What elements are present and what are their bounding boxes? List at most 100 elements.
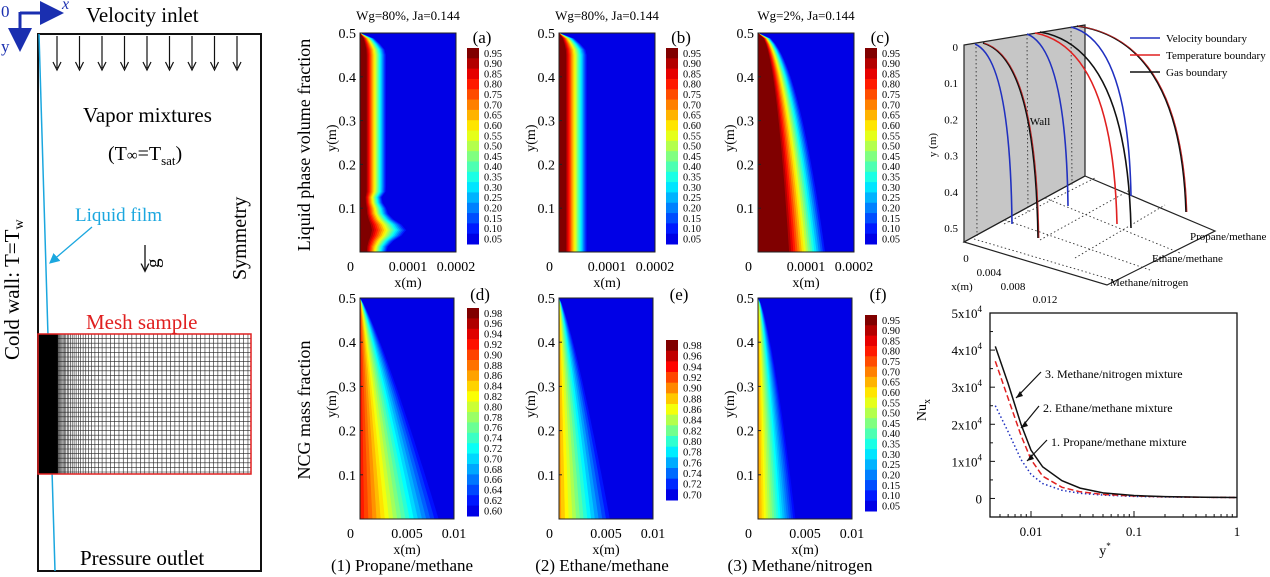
plot-frame [757,297,853,520]
y-tick-label: 0.1 [538,469,556,484]
contour-band [360,298,427,519]
y-tick-label: 0.5 [339,27,357,42]
boundary-curve [1070,26,1132,197]
colorbar-label: 0.15 [882,214,900,225]
colorbar-label: 0.85 [683,69,701,80]
contour-band [559,33,575,252]
colorbar-swatch [467,99,479,111]
plot-frame [558,32,656,253]
colorbar-label: 0.40 [484,162,502,173]
colorbar-swatch [865,89,877,101]
annotation-arrow [1026,439,1048,462]
colorbar-swatch [666,161,678,173]
contour-band [758,33,798,252]
colorbar-label: 0.68 [484,465,502,476]
y-tick-label: 0.5 [538,292,556,307]
annotation-label: 3. Methane/nitrogen mixture [1045,367,1183,381]
inlet-arrowhead [142,61,152,72]
colorbar-label: 0.45 [683,152,701,163]
y-tick-label: 0.5 [737,27,755,42]
colorbar-swatch [666,130,678,142]
y-tick-label: 0.2 [737,158,755,173]
colorbar-swatch [467,495,479,507]
colorbar-label: 0.82 [484,392,502,403]
colorbar-label: 0.80 [484,80,502,91]
y-axis-label: y(m) [723,124,738,152]
colorbar-swatch [666,414,678,426]
colorbar-swatch [865,182,877,193]
contour-band [360,298,381,519]
colorbar: 0.980.960.940.920.900.880.860.840.820.80… [666,340,702,501]
colorbar-label: 0.55 [683,131,701,142]
colorbar-label: 0.90 [882,326,900,337]
contour-band [758,298,787,519]
contour-band [758,33,792,252]
colorbar: 0.950.900.850.800.750.700.650.600.550.50… [865,315,900,512]
y-tick-label: 0.4 [538,71,556,86]
colorbar-label: 0.94 [683,362,702,373]
contour-band [559,298,595,519]
colorbar-swatch [865,366,877,378]
y-tick-label: 0.4 [339,71,357,86]
contour-band [758,33,813,252]
colorbar-swatch [865,99,877,111]
colorbar-label: 0.15 [484,214,502,225]
x-tick-label: 0.0002 [437,260,476,275]
colorbar-swatch [666,151,678,162]
temp-eq: =T [138,143,162,165]
colorbar-label: 0.85 [882,336,900,347]
contour-band [559,33,579,252]
colorbar-label: 0.35 [882,440,900,451]
mesh-sample-label: Mesh sample [86,310,197,334]
contour-band [758,33,804,252]
inlet-arrows [52,36,242,72]
contour-band [559,33,586,252]
z-category-label: Ethane/methane [1152,253,1223,265]
x-tick-label: 0.0002 [835,260,874,275]
colorbar-label: 0.82 [683,426,702,437]
colorbar-label: 0.86 [484,371,502,382]
colorbar-swatch [666,99,678,111]
x-tick-label: 0.005 [391,527,423,542]
contour-band [559,33,573,252]
colorbar-label: 0.90 [484,350,502,361]
x-axis-label: x(m) [791,543,819,558]
contour-band [360,298,369,519]
colorbar-label: 0.74 [683,469,702,480]
cold-wall-text: Cold wall: T=T [0,229,24,360]
contour-background [360,298,454,519]
x-tick-label: 0.005 [789,527,821,542]
colorbar-label: 0.20 [484,204,502,215]
contour-band [758,33,794,252]
colorbar-label: 0.55 [484,131,502,142]
colorbar-swatch [467,161,479,173]
contour-band [360,298,414,519]
colorbar-label: 0.05 [484,234,502,245]
colorbar-swatch [467,171,479,183]
contour-band [758,33,823,252]
contour-band [758,298,771,519]
contour-panel-c: 0.10.20.30.40.50 0.0001 0.0002x(m)y(m)Wg=2… [723,8,900,291]
contour-band [360,298,406,519]
colorbar-label: 0.72 [484,444,502,455]
colorbar-swatch [467,48,479,59]
boundary-curve [974,43,1013,225]
y-tick-label: 0.5 [737,292,755,307]
mesh-grid [38,333,251,474]
y-tick-label: 0 [953,42,959,54]
colorbar-swatch [666,457,678,469]
contour-panel-d: 0.1 0.2 0.3 0.4 0.5 0 0.005 0.01 x(m) y(m) (d) 0.98… [325,285,503,558]
colorbar-swatch [467,432,479,444]
boundary-curve [1034,32,1118,225]
colorbar-swatch [666,182,678,193]
colorbar-swatch [865,109,877,121]
x-tick-label: 1 [1234,524,1241,539]
contour-band [758,33,821,252]
colorbar-label: 0.90 [683,384,702,395]
colorbar-swatch [467,140,479,152]
contour-band [360,298,435,519]
contour-band [559,33,568,252]
annotation-arrowhead [1016,391,1023,398]
contour-band [758,298,794,519]
contour-band [559,33,569,252]
